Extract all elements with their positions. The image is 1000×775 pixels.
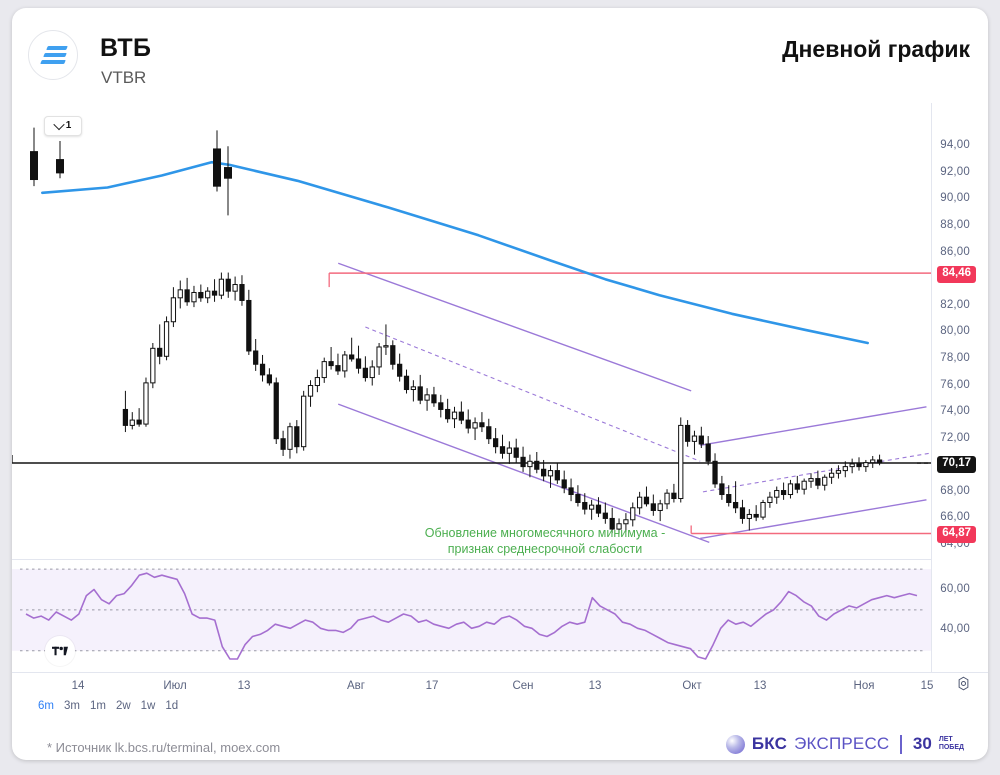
resistance-price-badge: 84,46 (937, 266, 976, 283)
vtb-logo-icon (28, 30, 78, 80)
timeframe-selector[interactable]: 6m 3m 1m 2w 1w 1d (38, 700, 178, 712)
time-axis-label: 13 (588, 680, 602, 692)
brand-anniversary-number: 30 (912, 734, 932, 753)
timeframe-1m[interactable]: 1m (89, 700, 106, 712)
chart-card: ВТБ VTBR Дневной график 1 Обновление мно… (12, 8, 988, 760)
timeframe-1d[interactable]: 1d (165, 700, 179, 712)
settings-gear-icon[interactable] (956, 676, 971, 696)
brand-small-2: ПОБЕД (938, 744, 964, 751)
price-axis-label: 86,00 (940, 245, 970, 258)
price-axis-label: 92,00 (940, 165, 970, 178)
price-axis-divider (931, 103, 932, 673)
time-axis-label: 15 (920, 680, 934, 692)
timeframe-6m[interactable]: 6m (38, 700, 54, 712)
price-axis-label: 68,00 (940, 484, 970, 497)
brand-divider (900, 734, 902, 754)
last-price-badge: 70,17 (937, 456, 976, 473)
chart-canvas (12, 127, 931, 660)
annotation-line-1: Обновление многомесячного минимума - (424, 526, 666, 540)
price-axis-label: 88,00 (940, 219, 970, 232)
tradingview-logo-icon (45, 636, 75, 666)
brand-main: БКС (751, 734, 788, 753)
price-axis-label: 90,00 (940, 192, 970, 205)
price-axis-label: 66,00 (940, 511, 970, 524)
ticker-symbol: VTBR (101, 68, 147, 87)
price-axis-label: 94,00 (940, 139, 970, 152)
annotation-line-2: признак среднесрочной слабости (447, 542, 643, 556)
plot-bottom-divider (12, 672, 988, 673)
time-axis-label: 14 (71, 680, 85, 692)
page-title: ВТБ (100, 34, 152, 62)
time-axis-label: Июл (163, 680, 187, 692)
timeframe-3m[interactable]: 3m (63, 700, 80, 712)
time-axis-label: 13 (237, 680, 251, 692)
chart-plot-area (12, 103, 988, 673)
header: ВТБ VTBR Дневной график (12, 8, 988, 96)
brand-anniversary-caption: ЛЕТ ПОБЕД (939, 736, 964, 751)
price-axis-label: 76,00 (940, 378, 970, 391)
price-axis-label: 82,00 (940, 298, 970, 311)
price-axis-label: 80,00 (940, 325, 970, 338)
brand-sub: ЭКСПРЕСС (794, 734, 890, 753)
time-axis-label: Авг (347, 680, 365, 692)
rsi-axis-label: 60,00 (940, 582, 970, 595)
time-axis-label: Окт (682, 680, 702, 692)
chart-type-selector[interactable]: 1 (44, 116, 82, 136)
time-axis-label: Ноя (853, 680, 875, 692)
timeframe-2w[interactable]: 2w (115, 700, 131, 712)
interval-label: 1 (65, 120, 72, 131)
time-axis-label: Сен (512, 680, 534, 692)
rsi-axis-label: 40,00 (940, 623, 970, 636)
chart-title: Дневной график (782, 36, 970, 62)
price-axis-label: 74,00 (940, 405, 970, 418)
bcs-express-logo: БКС ЭКСПРЕСС 30 ЛЕТ ПОБЕД (725, 734, 964, 754)
price-axis-label: 72,00 (940, 431, 970, 444)
chart-annotation: Обновление многомесячного минимума - при… (400, 525, 690, 557)
brand-small-1: ЛЕТ (938, 736, 953, 744)
time-axis-label: 17 (425, 680, 439, 692)
timeframe-1w[interactable]: 1w (140, 700, 156, 712)
price-axis-label: 78,00 (940, 351, 970, 364)
support-price-badge: 64,87 (937, 526, 976, 543)
bcs-globe-icon (725, 734, 745, 754)
source-note: * Источник lk.bcs.ru/terminal, moex.com (47, 740, 281, 755)
time-axis-label: 13 (753, 680, 767, 692)
chevron-down-icon (53, 118, 65, 131)
pane-divider (12, 559, 931, 560)
